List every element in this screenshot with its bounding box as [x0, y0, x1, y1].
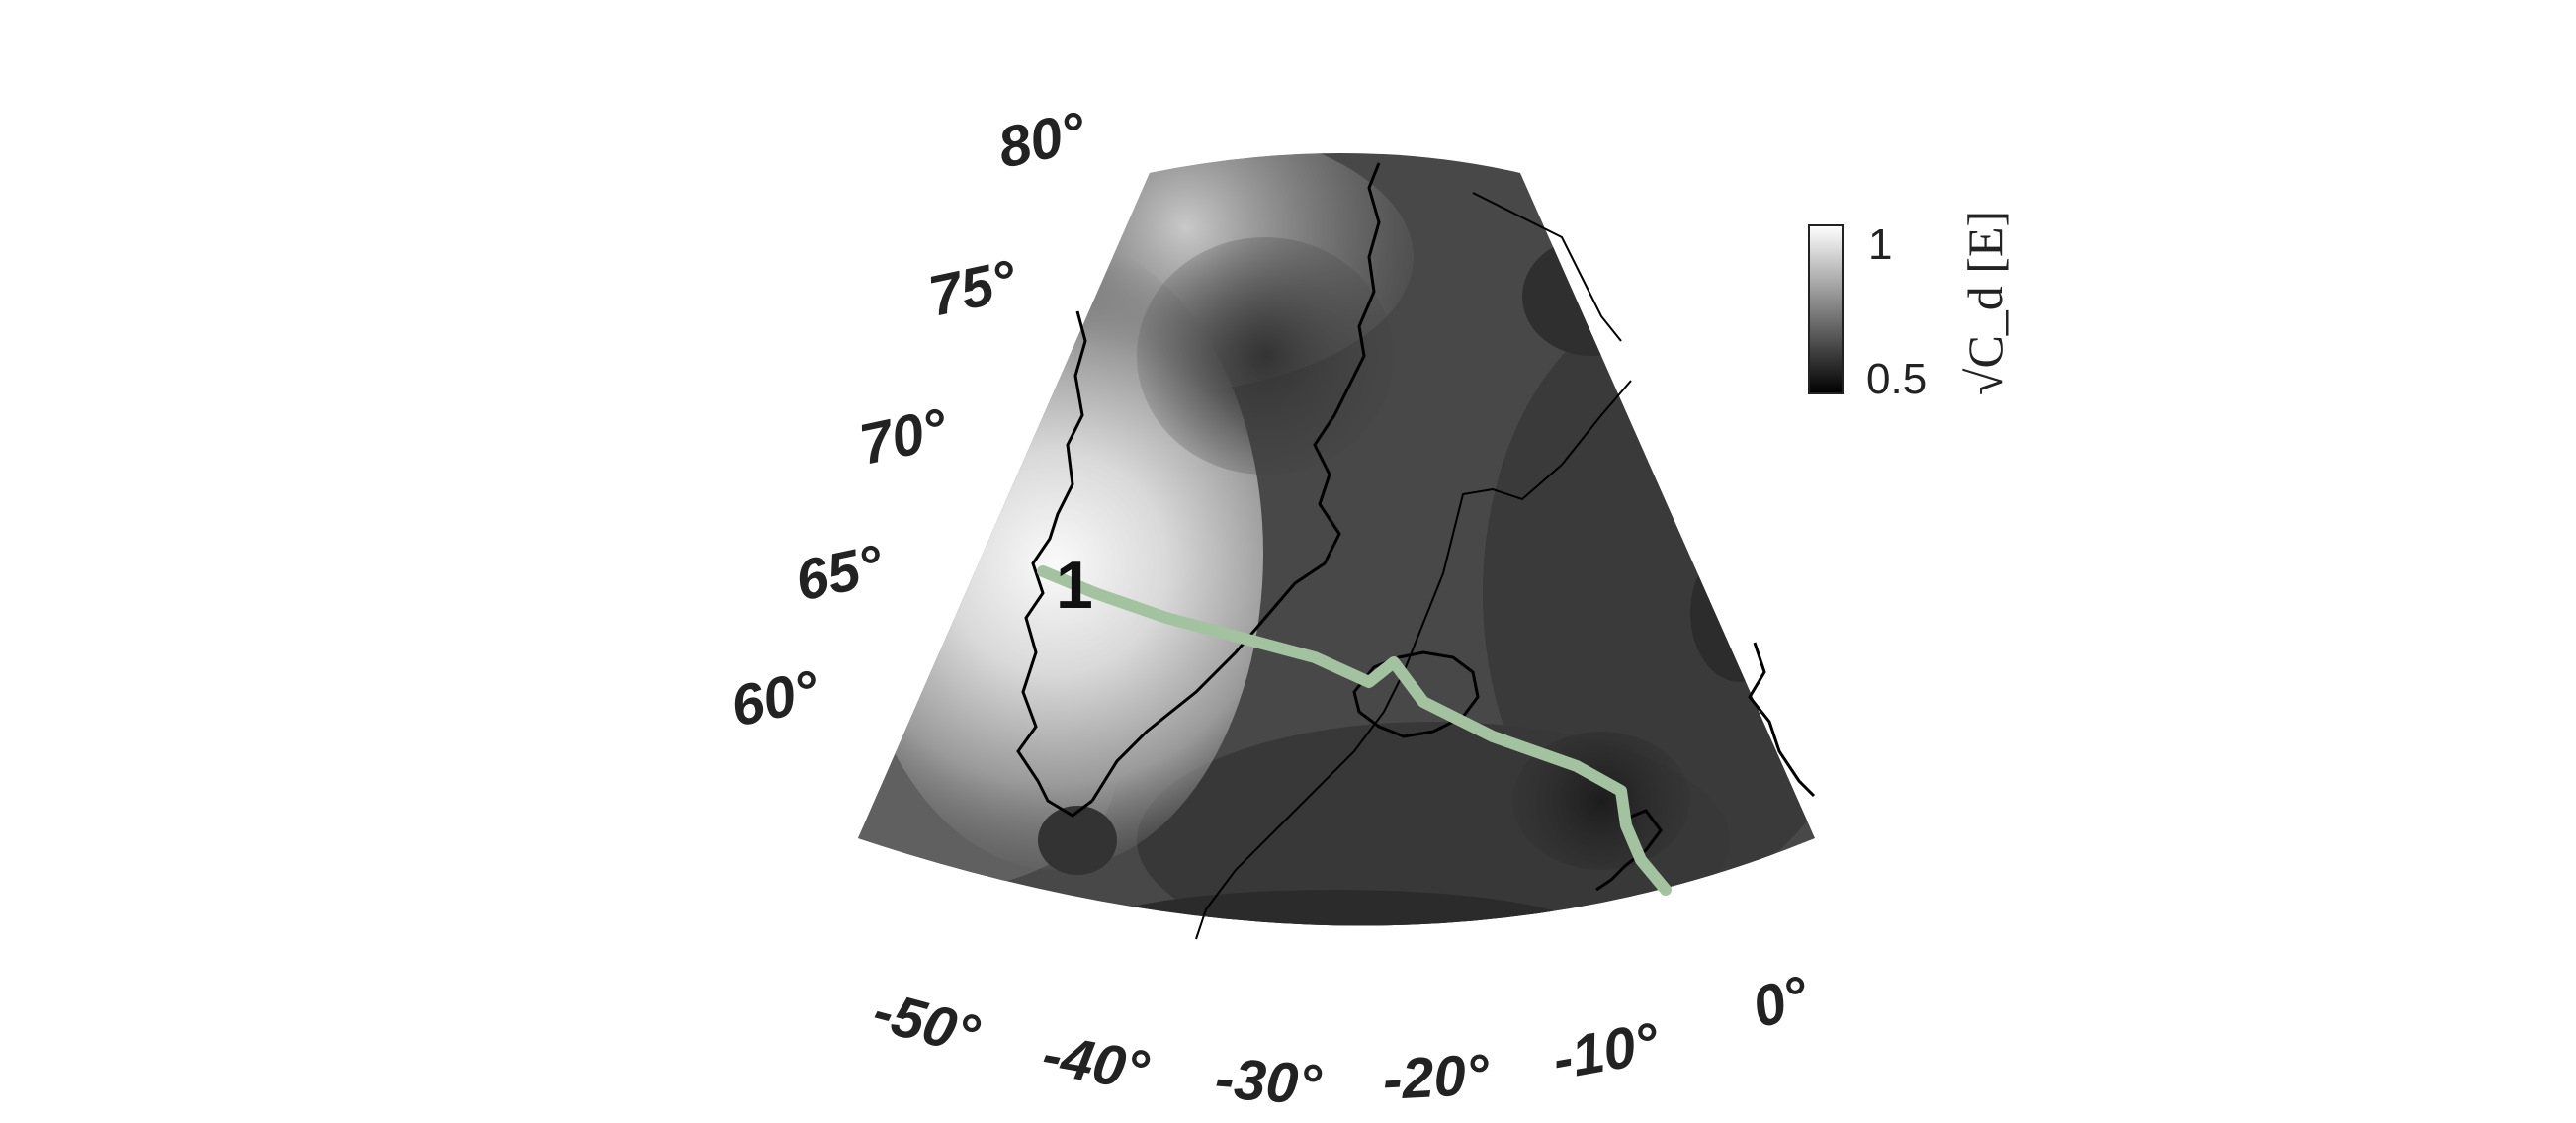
lon-label-minus40: -40° — [1038, 1022, 1154, 1104]
lat-label-70: 70° — [854, 396, 953, 477]
greenland-east-coast — [1090, 162, 1381, 802]
colorbar-tick-min: 0.5 — [1866, 355, 1927, 403]
coastlines — [1016, 162, 1816, 940]
norway-coast — [1748, 642, 1816, 798]
greenland-west-coast — [1016, 310, 1093, 818]
lon-label-minus10: -10° — [1548, 1010, 1664, 1092]
contour-field — [858, 153, 1815, 926]
lat-label-65: 65° — [790, 533, 889, 614]
svalbard-boundary — [1472, 192, 1622, 342]
colorbar: 1 0.5 √C_d [E] — [1808, 211, 2013, 403]
lon-label-minus30: -30° — [1213, 1046, 1324, 1117]
lat-label-75: 75° — [923, 248, 1022, 329]
iceland-coast — [1352, 650, 1480, 738]
lon-label-minus50: -50° — [867, 979, 987, 1069]
faroe-shetland — [1595, 809, 1663, 892]
route-label: 1 — [1056, 548, 1093, 623]
colorbar-gradient — [1808, 224, 1844, 394]
colorbar-tick-max: 1 — [1868, 220, 1892, 269]
lat-label-60: 60° — [726, 658, 824, 739]
eez-boundary — [1195, 380, 1632, 940]
latitude-labels: 80° 75° 70° 65° 60° — [726, 100, 1091, 739]
lat-label-80: 80° — [992, 100, 1091, 181]
lon-label-0: 0° — [1746, 964, 1817, 1041]
longitude-labels: -50° -40° -30° -20° -10° 0° — [867, 964, 1817, 1118]
colorbar-title: √C_d [E] — [1957, 211, 2013, 395]
route-line — [1037, 565, 1672, 896]
lon-label-minus20: -20° — [1381, 1042, 1491, 1112]
